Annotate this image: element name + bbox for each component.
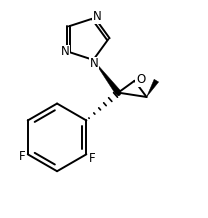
Text: N: N: [90, 57, 99, 70]
Text: N: N: [61, 46, 69, 58]
Text: O: O: [136, 73, 145, 86]
Polygon shape: [147, 79, 159, 97]
Text: F: F: [89, 152, 95, 165]
Text: N: N: [93, 10, 102, 23]
Text: F: F: [19, 150, 26, 163]
Polygon shape: [93, 60, 121, 94]
